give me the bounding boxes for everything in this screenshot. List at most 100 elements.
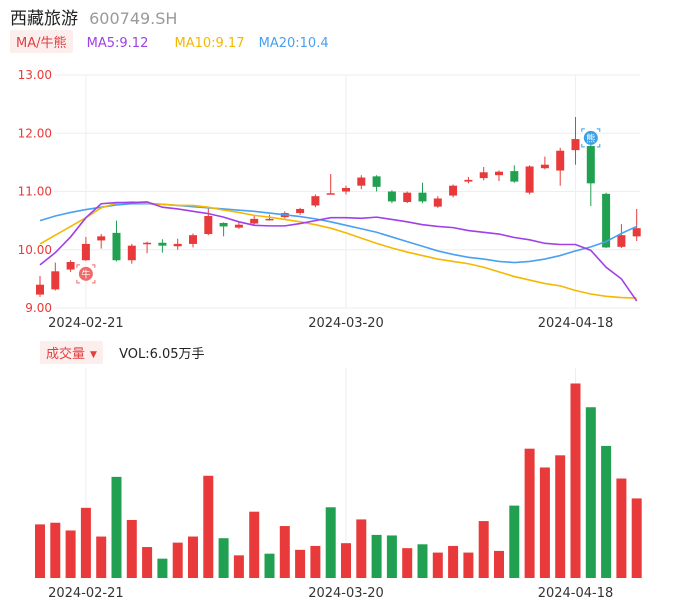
candle-body — [464, 179, 473, 182]
candle-body — [51, 271, 60, 290]
bull-icon: 牛 — [76, 264, 96, 284]
candle-body — [219, 222, 228, 227]
volume-indicator-label: 成交量 — [46, 347, 86, 362]
volume-legend: 成交量 ▼ VOL:6.05万手 — [40, 341, 205, 364]
volume-bar — [463, 552, 474, 578]
candle-body — [571, 139, 580, 151]
candle-body — [602, 193, 611, 248]
stock-header: 西藏旅游 600749.SH — [10, 4, 177, 29]
bear-icon-glyph: 熊 — [586, 132, 595, 144]
candle-body — [311, 196, 320, 206]
volume-bar — [218, 538, 229, 578]
x-tick-label: 2024-02-21 — [48, 316, 124, 330]
volume-bar — [631, 498, 642, 578]
stock-name: 西藏旅游 — [10, 9, 78, 29]
candle-body — [143, 242, 152, 245]
bear-icon-frame — [581, 128, 601, 148]
volume-bar — [310, 545, 321, 578]
volume-value: VOL:6.05万手 — [119, 347, 205, 362]
candle-body — [66, 261, 75, 270]
bull-icon-glyph: 牛 — [81, 268, 90, 280]
volume-bar — [35, 524, 45, 578]
candle-body — [556, 150, 565, 171]
volume-bar — [142, 547, 153, 578]
volume-bar — [555, 455, 566, 578]
volume-bar — [188, 536, 198, 578]
volume-bar — [172, 542, 183, 578]
volume-bar — [233, 555, 244, 578]
volume-bar — [539, 467, 550, 578]
bear-icon-badge — [583, 130, 598, 145]
volume-bar — [157, 558, 168, 578]
volume-bar — [524, 448, 535, 578]
candle-body — [632, 228, 641, 237]
volume-bar — [417, 544, 428, 578]
candle-body — [342, 188, 350, 192]
volume-bar — [585, 407, 596, 578]
volume-bar — [570, 383, 581, 578]
volume-bar — [50, 522, 61, 578]
candle-body — [36, 284, 44, 295]
candle-body — [479, 172, 488, 179]
volume-bar — [126, 519, 137, 578]
volume-bar — [371, 534, 382, 578]
volume-bar — [96, 536, 107, 578]
volume-bar — [65, 530, 76, 578]
ma-indicator-tab[interactable]: MA/牛熊 — [10, 30, 73, 53]
volume-bar — [203, 475, 214, 578]
x-tick-label: 2024-03-20 — [308, 316, 384, 330]
candle-body — [525, 166, 534, 193]
volume-bar — [432, 552, 443, 578]
volume-bar — [80, 507, 91, 578]
y-tick-label: 13.00 — [18, 68, 52, 82]
y-tick-label: 10.00 — [18, 243, 52, 257]
candle-body — [403, 192, 412, 202]
candle-body — [158, 242, 167, 246]
candle-body — [81, 243, 90, 261]
volume-x-tick-label: 2024-02-21 — [48, 586, 124, 601]
candle-body — [296, 208, 305, 214]
volume-bar — [264, 553, 275, 578]
volume-bar — [341, 543, 351, 578]
volume-bar — [295, 549, 306, 578]
candle-body — [617, 235, 626, 247]
candle-body — [234, 224, 243, 228]
ma10-label: MA10:9.17 — [174, 36, 245, 51]
ma20-label: MA20:10.4 — [258, 36, 329, 51]
candle-body — [357, 177, 366, 186]
bear-icon: 熊 — [581, 128, 601, 148]
candle-body — [189, 235, 197, 244]
volume-bar — [249, 511, 260, 578]
y-tick-label: 11.00 — [18, 185, 52, 199]
volume-indicator-dropdown[interactable]: 成交量 ▼ — [40, 341, 103, 364]
y-tick-label: 9.00 — [25, 301, 52, 315]
volume-bar — [386, 535, 397, 578]
candle-body — [372, 176, 381, 187]
volume-bar — [111, 476, 122, 578]
ma5-line — [39, 201, 638, 302]
volume-bar — [601, 445, 612, 578]
volume-bar — [279, 526, 290, 578]
candle-body — [204, 215, 213, 235]
volume-bar — [478, 521, 489, 578]
volume-x-tick-label: 2024-03-20 — [308, 586, 384, 601]
candle-body — [265, 218, 274, 221]
candle-body — [495, 171, 503, 176]
candle-body — [510, 171, 519, 182]
candle-body — [387, 191, 396, 202]
volume-bar — [402, 548, 413, 578]
candle-body — [449, 185, 458, 196]
y-tick-label: 12.00 — [18, 126, 52, 140]
volume-bar — [616, 478, 627, 578]
ma-legend: MA/牛熊 MA5:9.12 MA10:9.17 MA20:10.4 — [10, 30, 329, 54]
volume-bar — [448, 545, 459, 578]
candle-body — [112, 232, 121, 261]
candle-body — [586, 146, 595, 184]
ma5-label: MA5:9.12 — [86, 36, 149, 51]
volume-bar — [509, 505, 520, 578]
candle-body — [127, 245, 136, 261]
x-tick-label: 2024-04-18 — [538, 316, 614, 330]
candle-body — [250, 218, 259, 224]
volume-bar — [494, 550, 504, 578]
